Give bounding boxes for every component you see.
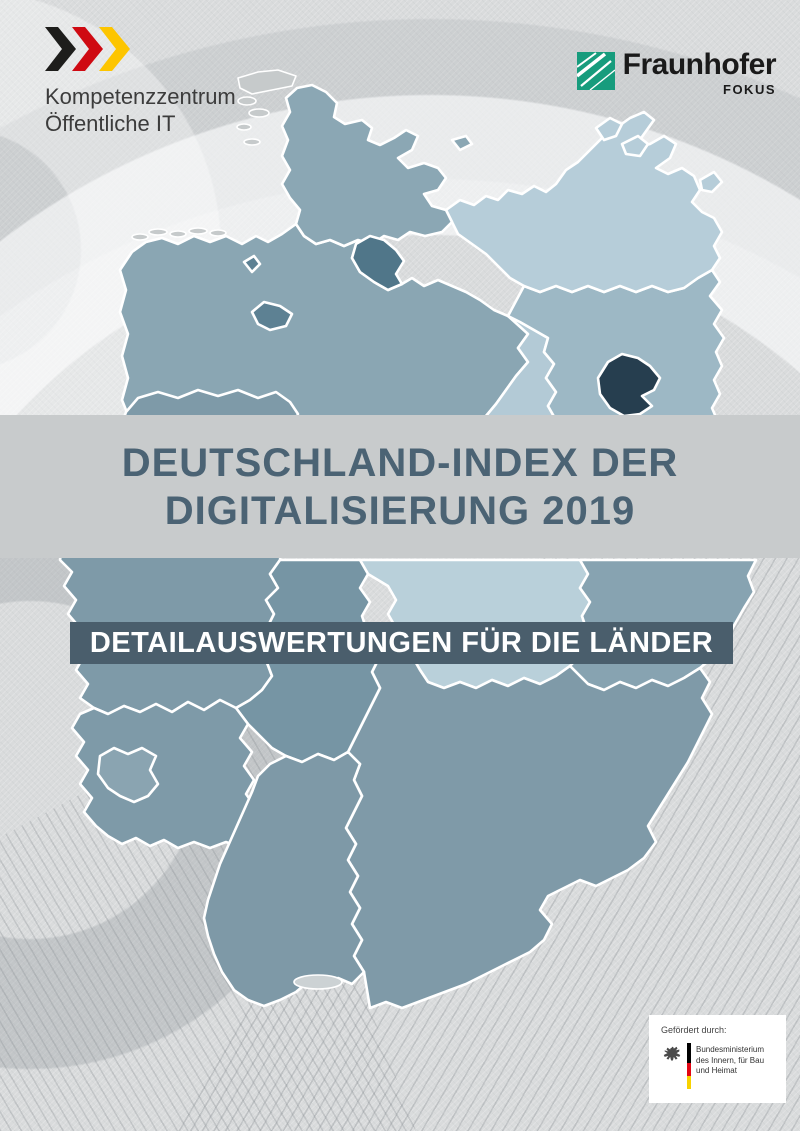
- chevron-red: [72, 27, 103, 71]
- fraunhofer-wordmark: Fraunhofer: [622, 48, 777, 81]
- east-frisian-island: [188, 227, 208, 235]
- north-sea-island: [237, 96, 257, 106]
- east-frisian-island: [169, 230, 187, 238]
- federal-eagle-shape: [663, 1046, 681, 1061]
- ministry-line2: des Innern, für Bau: [696, 1055, 765, 1065]
- funding-box: Gefördert durch: Bundesministerium des I…: [649, 1015, 786, 1103]
- title-band: DEUTSCHLAND-INDEX DER DIGITALISIERUNG 20…: [0, 415, 800, 558]
- fraunhofer-logo-icon: [576, 52, 615, 90]
- east-frisian-island: [131, 233, 149, 241]
- funding-label: Gefördert durch:: [661, 1025, 727, 1035]
- east-frisian-island: [209, 229, 227, 237]
- koeit-logo-line2: Öffentliche IT: [45, 111, 176, 136]
- subtitle-banner: DETAILAUSWERTUNGEN FÜR DIE LÄNDER: [70, 622, 733, 664]
- bmi-logo: Bundesministerium des Innern, für Bau un…: [661, 1043, 786, 1089]
- koeit-chevrons-icon: [45, 27, 130, 71]
- ministry-line1: Bundesministerium: [696, 1045, 765, 1054]
- north-sea-island: [243, 138, 261, 146]
- island-fehmarn: [450, 134, 474, 152]
- chevron-yellow: [99, 27, 130, 71]
- state-bayern: [344, 648, 714, 1010]
- state-schleswig-holstein: [280, 83, 454, 248]
- chevron-black: [45, 27, 76, 71]
- ministry-name: Bundesministerium des Innern, für Bau un…: [696, 1043, 764, 1077]
- report-title-line1: DEUTSCHLAND-INDEX DER: [121, 440, 679, 485]
- flag-red: [687, 1063, 691, 1076]
- north-sea-island: [236, 123, 252, 131]
- fraunhofer-institute-name: FOKUS: [723, 82, 776, 97]
- koeit-logo: Kompetenzzentrum Öffentliche IT: [45, 26, 236, 137]
- report-subtitle: DETAILAUSWERTUNGEN FÜR DIE LÄNDER: [89, 626, 714, 659]
- state-mecklenburg-vorpommern: [444, 110, 724, 294]
- ministry-line3: und Heimat: [696, 1066, 737, 1075]
- koeit-logo-line1: Kompetenzzentrum: [45, 84, 236, 109]
- fraunhofer-logo-text: Fraunhofer FOKUS: [622, 48, 777, 97]
- german-flag-stripe: [687, 1043, 691, 1089]
- federal-eagle-icon: [663, 1046, 681, 1061]
- koeit-logo-text: Kompetenzzentrum Öffentliche IT: [45, 83, 236, 137]
- east-frisian-island: [148, 228, 168, 236]
- fraunhofer-logo: Fraunhofer FOKUS: [576, 48, 777, 97]
- island-usedom: [698, 170, 724, 194]
- lake-constance: [293, 974, 343, 990]
- report-title-line2: DIGITALISIERUNG 2019: [164, 488, 636, 533]
- north-sea-island: [248, 108, 270, 118]
- neighbor-land-denmark: [237, 69, 297, 95]
- flag-gold: [687, 1076, 691, 1089]
- flag-black: [687, 1043, 691, 1063]
